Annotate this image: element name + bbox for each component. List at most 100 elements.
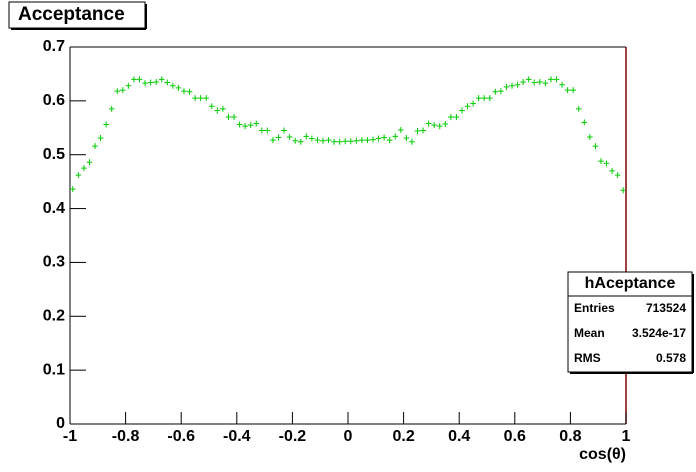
data-point: [359, 137, 365, 144]
data-point: [448, 114, 454, 121]
data-point: [203, 95, 209, 102]
data-point: [297, 138, 304, 145]
x-tick-label: 0: [344, 428, 353, 445]
x-tick-label: -0.2: [279, 428, 307, 445]
data-point: [514, 81, 521, 88]
y-tick-label: 0.5: [43, 146, 65, 163]
data-point: [492, 88, 499, 95]
data-point: [386, 137, 393, 144]
data-point: [398, 126, 404, 133]
x-tick-label: 0.2: [392, 428, 414, 445]
data-point: [620, 187, 626, 194]
stats-label: Entries: [574, 301, 615, 315]
data-point: [375, 135, 382, 142]
data-point: [270, 137, 276, 144]
data-point: [470, 100, 476, 107]
data-point: [575, 105, 582, 112]
data-point: [553, 76, 560, 83]
y-tick-label: 0.6: [43, 92, 65, 109]
data-point: [414, 128, 421, 135]
data-point: [581, 119, 588, 126]
data-point: [314, 137, 321, 144]
data-point: [147, 79, 154, 86]
stats-box: hAceptance: [567, 271, 694, 374]
data-point: [392, 133, 399, 140]
x-tick-label: 0.8: [559, 428, 581, 445]
data-point: [70, 186, 76, 193]
data-point: [609, 167, 615, 174]
data-point: [142, 80, 148, 87]
data-point: [503, 83, 510, 90]
data-point: [175, 84, 182, 91]
data-point: [370, 136, 376, 143]
data-point: [487, 95, 493, 102]
data-point: [592, 143, 599, 150]
data-point: [286, 133, 293, 140]
data-point: [459, 107, 465, 114]
data-point: [420, 127, 426, 134]
y-tick-label: 0.1: [43, 361, 65, 378]
y-tick-label: 0.7: [43, 38, 65, 55]
x-axis-label: cos(θ): [579, 446, 626, 463]
data-point: [331, 138, 337, 145]
data-point: [425, 120, 432, 127]
data-point: [92, 143, 98, 150]
data-point: [531, 79, 538, 86]
data-point: [564, 87, 571, 94]
data-point: [520, 79, 526, 86]
data-point: [231, 114, 237, 121]
stats-value: 0.578: [656, 351, 686, 365]
data-point: [253, 120, 260, 127]
data-point: [481, 95, 487, 102]
stats-label: RMS: [574, 351, 601, 365]
data-point: [587, 133, 593, 140]
data-point: [108, 105, 115, 112]
data-point: [570, 87, 576, 94]
data-point: [259, 127, 265, 134]
data-point: [464, 103, 471, 110]
data-point: [192, 95, 198, 102]
y-tick-label: 0.3: [43, 254, 65, 271]
data-point: [548, 76, 554, 83]
data-point: [436, 123, 443, 130]
data-point: [336, 138, 343, 145]
y-tick-label: 0.4: [43, 200, 65, 217]
data-point: [97, 135, 104, 142]
y-tick-label: 0.2: [43, 308, 65, 325]
data-point: [281, 127, 287, 134]
data-point: [453, 114, 460, 121]
x-tick-label: 1: [622, 428, 631, 445]
data-point: [136, 76, 143, 83]
x-tick-label: -0.4: [223, 428, 251, 445]
data-point: [498, 88, 504, 95]
data-point: [342, 138, 348, 145]
data-point: [153, 79, 159, 86]
data-point: [614, 172, 621, 179]
data-point: [364, 137, 371, 144]
data-point: [125, 82, 132, 89]
stats-name: hAceptance: [585, 275, 676, 292]
data-point: [209, 103, 215, 110]
data-point: [164, 79, 171, 86]
data-point: [275, 134, 282, 141]
x-tick-label: 0.4: [448, 428, 470, 445]
x-tick-label: -1: [63, 428, 77, 445]
stats-value: 713524: [646, 301, 686, 315]
data-point: [197, 95, 204, 102]
data-point: [409, 138, 415, 145]
data-point: [525, 76, 532, 83]
data-point: [242, 123, 248, 130]
x-tick-label: 0.6: [504, 428, 526, 445]
data-point: [325, 137, 332, 144]
data-point: [292, 137, 298, 144]
data-point: [509, 82, 515, 89]
data-point: [225, 114, 232, 121]
data-point: [348, 138, 354, 145]
data-point: [120, 87, 126, 94]
data-point: [320, 137, 326, 144]
stats-value: 3.524e-17: [632, 326, 686, 340]
data-point: [181, 88, 187, 95]
data-point: [264, 127, 271, 134]
data-point: [247, 122, 254, 129]
